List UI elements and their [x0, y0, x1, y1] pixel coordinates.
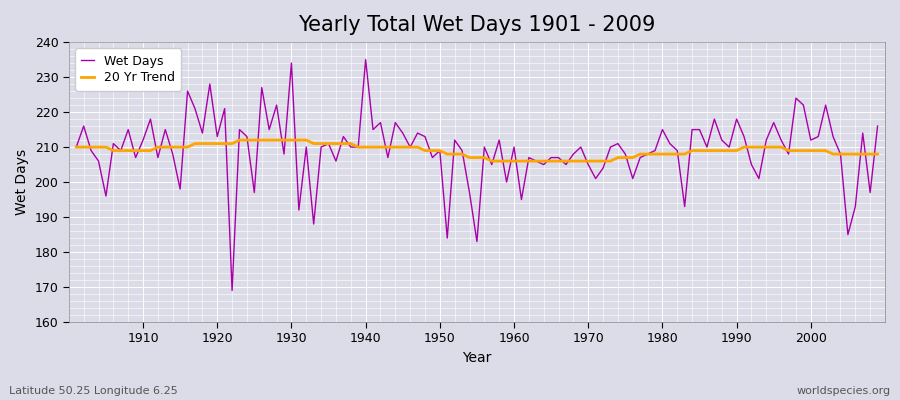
- Wet Days: [301, 145, 311, 150]
- Title: Yearly Total Wet Days 1901 - 2009: Yearly Total Wet Days 1901 - 2009: [298, 15, 655, 35]
- 20 Yr Trend: [130, 148, 141, 153]
- Wet Days: [227, 288, 238, 293]
- Wet Days: [613, 141, 624, 146]
- Text: worldspecies.org: worldspecies.org: [796, 386, 891, 396]
- 20 Yr Trend: [613, 155, 624, 160]
- Wet Days: [516, 197, 526, 202]
- Wet Days: [872, 124, 883, 128]
- Text: Latitude 50.25 Longitude 6.25: Latitude 50.25 Longitude 6.25: [9, 386, 178, 396]
- 20 Yr Trend: [346, 141, 356, 146]
- 20 Yr Trend: [516, 159, 526, 164]
- Line: Wet Days: Wet Days: [76, 60, 878, 290]
- Legend: Wet Days, 20 Yr Trend: Wet Days, 20 Yr Trend: [75, 48, 181, 91]
- Y-axis label: Wet Days: Wet Days: [15, 149, 29, 215]
- Wet Days: [346, 145, 356, 150]
- Wet Days: [130, 155, 141, 160]
- Wet Days: [360, 57, 371, 62]
- 20 Yr Trend: [872, 152, 883, 156]
- 20 Yr Trend: [301, 138, 311, 142]
- Wet Days: [524, 155, 535, 160]
- 20 Yr Trend: [524, 159, 535, 164]
- 20 Yr Trend: [71, 145, 82, 150]
- Line: 20 Yr Trend: 20 Yr Trend: [76, 140, 878, 161]
- X-axis label: Year: Year: [463, 351, 491, 365]
- Wet Days: [71, 145, 82, 150]
- 20 Yr Trend: [486, 159, 497, 164]
- 20 Yr Trend: [234, 138, 245, 142]
